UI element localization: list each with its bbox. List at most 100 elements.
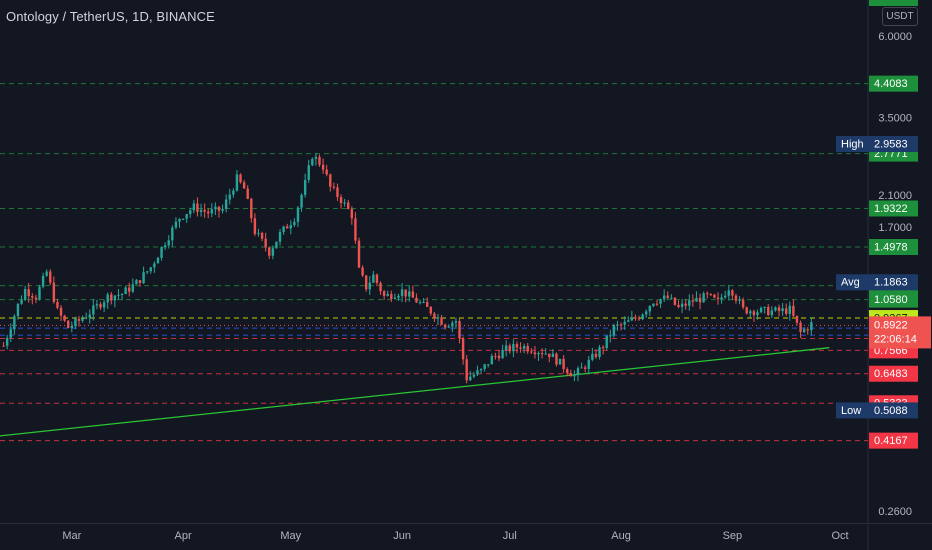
candle-body: [501, 349, 504, 359]
candle-body: [548, 353, 551, 358]
candle-body: [659, 299, 662, 304]
candle-body: [67, 320, 70, 328]
price-tick-label: 6.0000: [878, 31, 912, 43]
candle-body: [207, 211, 210, 214]
candle-body: [235, 174, 239, 191]
candle-body: [293, 221, 296, 226]
candle-body: [264, 238, 267, 248]
candle-body: [357, 240, 361, 268]
level-tag: [869, 432, 918, 449]
candle-body: [38, 286, 41, 300]
candle-body: [609, 335, 612, 337]
last-price-label: 0.8922: [874, 319, 908, 331]
trendline[interactable]: [0, 347, 830, 437]
candle-body: [300, 194, 303, 208]
time-tick-label: Oct: [831, 530, 848, 542]
candle-body: [303, 179, 307, 195]
time-tick-label: Apr: [175, 530, 192, 542]
candle-body: [138, 280, 142, 283]
candle-body: [92, 305, 95, 315]
candle-body: [95, 304, 99, 306]
candle-body: [224, 199, 228, 209]
candle-body: [706, 293, 709, 295]
candle-body: [203, 209, 206, 212]
candle-body: [645, 311, 648, 315]
candle-body: [368, 282, 371, 290]
candle-body: [709, 293, 713, 295]
candle-body: [336, 187, 339, 197]
candle-body: [540, 352, 544, 355]
candle-body: [526, 345, 529, 352]
candle-body: [792, 305, 795, 316]
candle-body: [648, 306, 651, 312]
candle-body: [583, 367, 587, 369]
candle-body: [56, 301, 59, 308]
candle-body: [734, 295, 738, 301]
candle-body: [619, 324, 623, 326]
candle-body: [210, 209, 214, 214]
candle-body: [454, 321, 458, 323]
candle-body: [199, 209, 203, 212]
candle-body: [364, 275, 368, 290]
candle-body: [314, 156, 318, 159]
stat-tag-name: Low: [841, 405, 861, 417]
candle-body: [246, 188, 249, 199]
candle-body: [260, 232, 264, 239]
candle-body: [372, 274, 375, 283]
candle-body: [738, 299, 741, 301]
candle-body: [408, 291, 411, 297]
candle-body: [307, 165, 310, 180]
chart-title: Ontology / TetherUS, 1D, BINANCE: [6, 9, 215, 24]
candle-body: [192, 203, 196, 211]
candle-body: [31, 296, 34, 298]
candle-body: [415, 297, 418, 303]
candle-body: [271, 248, 275, 256]
candle-body: [124, 287, 127, 295]
candle-body: [587, 359, 590, 369]
candle-body: [483, 364, 486, 369]
candle-body: [375, 274, 379, 283]
candle-body: [566, 369, 569, 374]
candle-body: [128, 287, 131, 292]
candle-body: [785, 308, 788, 314]
candle-body: [591, 353, 594, 360]
candle-body: [311, 158, 314, 166]
candle-body: [106, 294, 109, 303]
candle-body: [27, 289, 30, 297]
candle-body: [770, 310, 774, 316]
candle-body: [652, 303, 655, 307]
candle-body: [339, 196, 343, 203]
currency-button[interactable]: USDT: [882, 7, 918, 26]
stat-tag-low: [836, 402, 918, 419]
candle-body: [630, 317, 634, 321]
candle-body: [196, 203, 199, 212]
stat-tag-value: 0.5088: [874, 405, 908, 417]
candle-body: [684, 303, 687, 306]
candle-body: [447, 326, 450, 328]
candle-body: [662, 295, 666, 300]
candle-body: [167, 240, 170, 246]
time-tick-label: Jun: [393, 530, 411, 542]
candle-body: [601, 347, 605, 349]
stat-tag-value: 1.1863: [874, 277, 908, 289]
candle-body: [185, 214, 188, 219]
candle-body: [806, 329, 809, 331]
candle-body: [530, 351, 533, 353]
candle-body: [34, 297, 38, 300]
candle-body: [727, 290, 730, 296]
candle-body: [752, 311, 756, 316]
candle-body: [426, 301, 429, 307]
candle-body: [429, 306, 432, 314]
level-tag-label: 0.4167: [874, 435, 908, 447]
candle-body: [214, 206, 217, 210]
candle-body: [795, 315, 799, 323]
candle-body: [623, 321, 626, 325]
candle-body: [598, 347, 601, 357]
candle-body: [695, 297, 698, 302]
candle-body: [153, 263, 156, 268]
candle-body: [149, 267, 152, 272]
candle-body: [537, 352, 540, 355]
candle-body: [120, 294, 124, 296]
candle-body: [810, 322, 813, 331]
